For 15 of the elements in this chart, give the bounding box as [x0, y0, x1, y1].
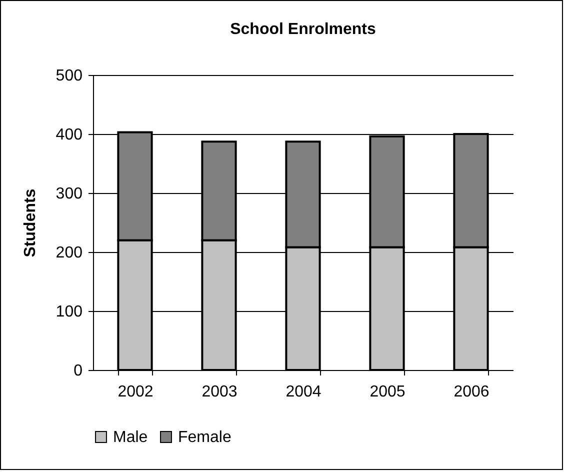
x-tick-label: 2004 [286, 384, 322, 400]
x-tick-label: 2002 [118, 384, 154, 400]
y-tick-label: 100 [56, 304, 83, 320]
y-axis-title: Students [22, 188, 39, 258]
y-tick-label: 200 [56, 244, 83, 262]
y-tick-label: 400 [56, 126, 83, 144]
x-tick-label: 2005 [370, 384, 406, 400]
chart-title: School Enrolments [230, 21, 376, 38]
y-tick-label: 500 [56, 68, 83, 84]
x-tick-label: 2006 [454, 384, 490, 400]
x-tick-label: 2003 [202, 384, 238, 400]
legend-label: Male [113, 429, 148, 446]
y-tick-label: 300 [56, 186, 83, 202]
y-tick-label: 0 [74, 362, 83, 380]
legend-label: Female [178, 429, 232, 446]
